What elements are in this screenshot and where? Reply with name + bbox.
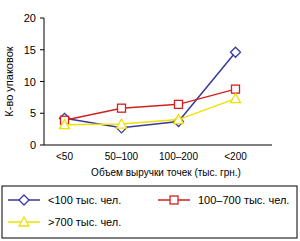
y-tick-label: 20: [24, 12, 36, 24]
legend-label: >700 тыс. чел.: [48, 216, 121, 228]
y-tick: [40, 145, 44, 146]
y-tick: [40, 113, 44, 114]
point: [60, 120, 70, 129]
legend-label: <100 тыс. чел.: [48, 194, 121, 206]
point: [231, 47, 241, 57]
point: [174, 115, 184, 124]
point: [117, 119, 127, 128]
x-tick-label: <50: [56, 151, 73, 162]
plot-area: [60, 47, 241, 133]
series-line: [65, 89, 236, 120]
y-tick-label: 10: [24, 76, 36, 88]
y-tick-label: 0: [30, 139, 36, 151]
series-line: [65, 99, 236, 125]
point: [231, 94, 241, 103]
legend-marker: [170, 196, 178, 204]
y-tick-label: 5: [30, 107, 36, 119]
legend-marker: [19, 217, 29, 226]
series-line: [65, 52, 236, 128]
x-tick-label: <200: [224, 151, 247, 162]
y-axis-label: К-во упаковок: [3, 46, 15, 116]
point: [118, 104, 126, 112]
point: [175, 100, 183, 108]
legend-box: [2, 186, 297, 238]
x-axis-label: Объем выручки точек (тыс. грн.): [91, 167, 241, 178]
y-tick-label: 15: [24, 44, 36, 56]
y-tick: [40, 49, 44, 50]
y-tick: [40, 81, 44, 82]
chart: 0 5 10 15 20 <50 50–100 100–200 <200 К-во упаково…: [0, 0, 300, 241]
x-tick-label: 100–200: [159, 151, 198, 162]
legend-label: 100–700 тыс. чел.: [198, 194, 289, 206]
x-tick-label: 50–100: [105, 151, 139, 162]
point: [232, 85, 240, 93]
y-tick: [40, 18, 44, 19]
x-axis: [44, 145, 272, 146]
legend-marker: [19, 195, 29, 205]
